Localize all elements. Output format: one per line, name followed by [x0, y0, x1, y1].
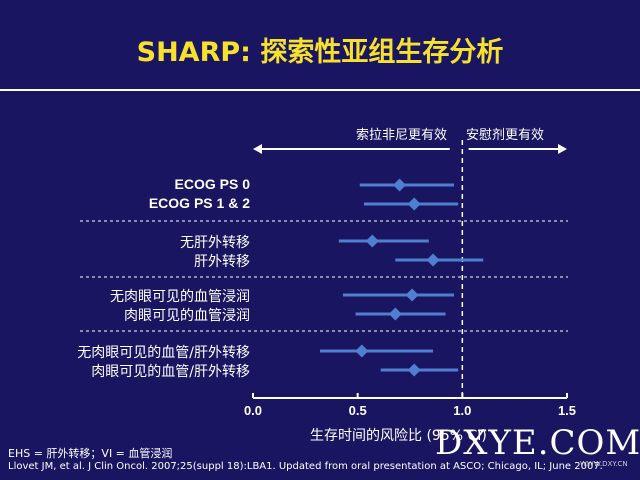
x-tick-label: 0.5	[349, 403, 367, 418]
favours-placebo-arrowhead	[558, 144, 567, 154]
hazard-ratio-marker	[407, 197, 421, 211]
subgroup-label: 肉眼可见的血管浸润	[124, 308, 250, 324]
hazard-ratio-marker	[355, 344, 369, 358]
hazard-ratio-marker	[407, 363, 421, 377]
title-divider	[0, 89, 640, 91]
hazard-ratio-marker	[405, 288, 419, 302]
x-tick-label: 0.0	[244, 403, 262, 418]
favours-sorafenib-label: 索拉非尼更有效	[356, 128, 448, 143]
subgroup-label: 肝外转移	[194, 254, 250, 270]
citation: Llovet JM, et al. J Clin Oncol. 2007;25(…	[8, 461, 603, 472]
hazard-ratio-marker	[426, 253, 440, 267]
watermark-url: WWW.DXY.CN	[580, 460, 628, 468]
subgroup-label: ECOG PS 0	[174, 176, 250, 192]
hazard-ratio-marker	[365, 234, 379, 248]
page-title: SHARP: 探索性亚组生存分析	[136, 37, 504, 68]
hazard-ratio-marker	[393, 178, 407, 192]
subgroup-label: ECOG PS 1 & 2	[148, 195, 250, 211]
abbreviation-note: EHS = 肝外转移；VI = 血管浸润	[8, 447, 173, 460]
x-tick-label: 1.0	[453, 403, 471, 418]
favours-placebo-label: 安慰剂更有效	[466, 128, 545, 143]
favours-sorafenib-arrowhead	[253, 144, 262, 154]
x-tick-label: 1.5	[558, 403, 576, 418]
subgroup-label: 无肝外转移	[180, 235, 250, 251]
watermark-logo: DXYE.COM	[435, 423, 640, 463]
subgroup-label: 肉眼可见的血管/肝外转移	[91, 364, 250, 380]
subgroup-label: 无肉眼可见的血管浸润	[110, 289, 250, 305]
subgroup-label: 无肉眼可见的血管/肝外转移	[77, 345, 250, 361]
x-axis-title: 生存时间的风险比 (95% CI)	[310, 428, 487, 444]
hazard-ratio-marker	[388, 307, 402, 321]
